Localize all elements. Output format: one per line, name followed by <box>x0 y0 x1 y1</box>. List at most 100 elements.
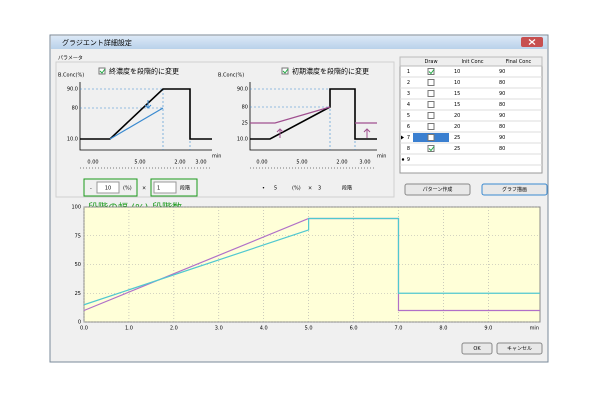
row-label: 8 <box>407 146 410 152</box>
table <box>399 56 543 174</box>
x-tick-label: 2.0 <box>170 326 178 332</box>
checkbox[interactable] <box>427 123 435 130</box>
x-tick-label: 3.0 <box>215 326 223 332</box>
x-tick-label: 8.0 <box>439 326 447 332</box>
row-label: 5 <box>407 113 410 119</box>
final-conc: 90 <box>499 69 505 75</box>
guide <box>250 88 356 150</box>
final-conc: 90 <box>499 91 505 97</box>
x-tick-label: 5.0 <box>305 326 313 332</box>
step-profile <box>109 107 164 140</box>
unit: (%) <box>123 186 132 192</box>
graph: 0 25 50 75 100 0.0 1.0 2.0 3.0 4.0 5.0 6.0 7.0 8.0 9.0… <box>71 205 540 332</box>
checkbox[interactable] <box>281 67 289 75</box>
row-label: 2 <box>407 80 410 86</box>
row-label: 3 <box>407 91 410 97</box>
sign: • <box>262 186 265 192</box>
window-title: グラジエント詳細設定 <box>62 38 132 47</box>
table-body: Draw Init Conc Final Conc 1 10 90 2 10 80 3 15 90 4 1… <box>399 56 543 166</box>
checkbox[interactable] <box>427 101 435 108</box>
y-tick-label: 100 <box>71 205 81 211</box>
column-header: Final Conc <box>506 59 532 65</box>
unit: 段階 <box>180 185 190 192</box>
header-row <box>399 56 543 67</box>
button-label: パターン作成 <box>423 186 453 193</box>
input-value: 10 <box>105 186 111 192</box>
checkbox-label[interactable]: 終濃度を段階的に変更 <box>109 67 179 76</box>
y-tick-label: 0 <box>78 320 81 326</box>
highlight-box <box>150 178 198 197</box>
checkbox[interactable] <box>427 145 435 152</box>
checkbox[interactable] <box>427 112 435 119</box>
final-conc: 90 <box>499 113 505 119</box>
tick-label: 3.00 <box>195 160 206 166</box>
column-header: Draw <box>424 59 437 65</box>
tick-label: 3.00 <box>359 160 370 166</box>
tick-label: 0.00 <box>87 160 98 166</box>
x-tick-label: 7.0 <box>395 326 403 332</box>
button-label: グラフ描画 <box>502 186 527 193</box>
arrow <box>144 100 152 109</box>
y-tick-label: 25 <box>75 291 81 297</box>
group-box <box>55 61 395 198</box>
y-label: B.Conc(%) <box>218 73 244 79</box>
checkbox-label[interactable]: 初期濃度を段階的に変更 <box>292 67 369 76</box>
checkbox[interactable] <box>427 68 435 75</box>
times: × <box>308 186 312 192</box>
x-tick-label: 1.0 <box>125 326 133 332</box>
button[interactable] <box>404 183 471 196</box>
x-tick-label: 0.0 <box>80 326 88 332</box>
check-mark <box>428 69 435 75</box>
checkbox[interactable] <box>98 67 106 75</box>
init-conc: 10 <box>454 80 460 86</box>
row-label: 1 <box>407 69 410 75</box>
checkbox[interactable] <box>427 90 435 97</box>
init-conc: 25 <box>454 135 460 141</box>
y-label: B.Conc(%) <box>58 73 84 79</box>
init-conc: 20 <box>454 124 460 130</box>
row-pointer <box>401 135 404 140</box>
guide <box>80 88 191 150</box>
y-tick-label: 50 <box>75 262 81 268</box>
final-conc: 90 <box>499 135 505 141</box>
init-conc: 10 <box>454 69 460 75</box>
input[interactable] <box>96 181 120 194</box>
tick-label: 5.00 <box>296 160 307 166</box>
unit-label: min <box>377 154 386 160</box>
button[interactable] <box>496 342 543 355</box>
axes <box>249 82 377 151</box>
button[interactable] <box>461 342 493 355</box>
check-mark <box>428 146 435 152</box>
x-tick-label: 9.0 <box>484 326 492 332</box>
series-line <box>83 217 540 306</box>
unit: 段階 <box>342 185 352 192</box>
unit: (%) <box>292 186 301 192</box>
final-conc: 80 <box>499 124 505 130</box>
mini-chart <box>79 82 212 151</box>
times: × <box>142 186 146 192</box>
profile <box>80 88 212 140</box>
row-label: 7 <box>407 135 410 141</box>
input-value[interactable]: 3 <box>318 186 321 192</box>
row-label: 4 <box>407 102 410 108</box>
tick-label: 2.00 <box>174 160 185 166</box>
tick-label: 10.0 <box>67 137 78 143</box>
init-conc: 20 <box>454 113 460 119</box>
input-value[interactable]: 5 <box>274 186 277 192</box>
init-conc: 15 <box>454 102 460 108</box>
tick-label: 10.0 <box>237 137 248 143</box>
input[interactable] <box>153 181 177 194</box>
y-tick-label: 75 <box>75 233 81 239</box>
tick-label: 90.0 <box>67 87 78 93</box>
button-label: OK <box>473 346 481 352</box>
final-conc: 80 <box>499 146 505 152</box>
row-label: 6 <box>407 124 410 130</box>
axes <box>79 82 212 151</box>
init-conc: 25 <box>454 146 460 152</box>
checkbox[interactable] <box>427 134 435 141</box>
checkbox[interactable] <box>427 79 435 86</box>
button[interactable] <box>481 183 548 196</box>
mini-chart <box>249 82 377 151</box>
